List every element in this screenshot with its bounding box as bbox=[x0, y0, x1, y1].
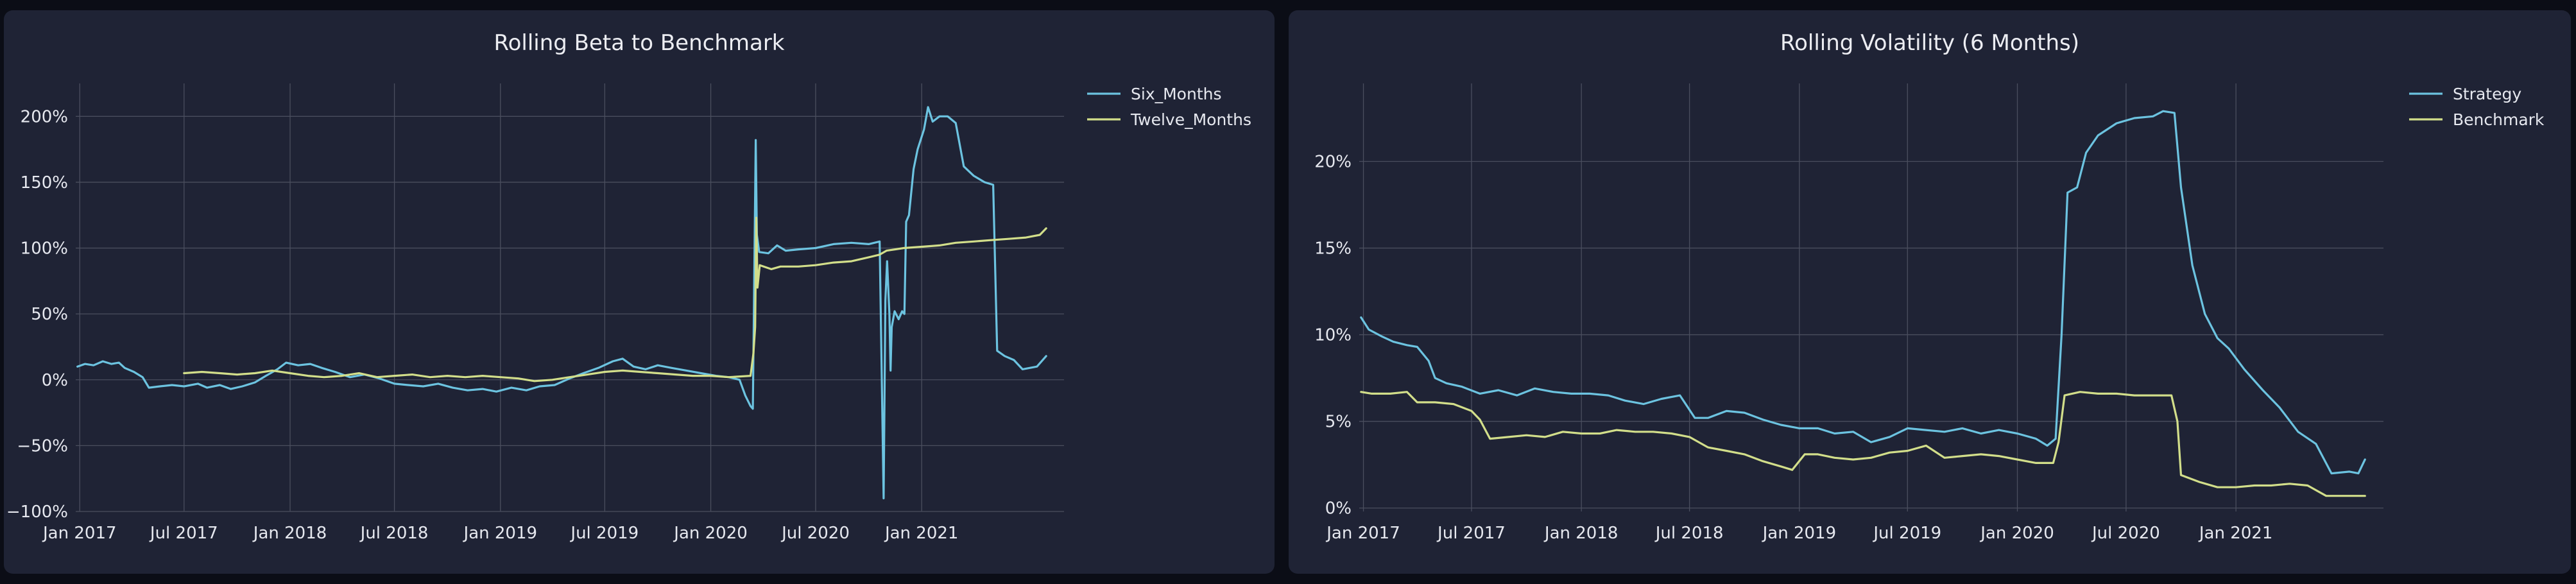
x-tick-label: Jan 2019 bbox=[463, 524, 538, 543]
y-tick-label: 10% bbox=[1314, 326, 1352, 345]
rolling-volatility-chart: Rolling Volatility (6 Months) Jan 2017 Ju… bbox=[1314, 30, 2545, 543]
y-tick-label: 15% bbox=[1314, 239, 1352, 259]
legend: Six_Months Twelve_Months bbox=[1087, 85, 1251, 129]
y-tick-label: −50% bbox=[17, 436, 68, 456]
x-tick-label: Jan 2018 bbox=[252, 524, 327, 543]
chart-title: Rolling Volatility (6 Months) bbox=[1780, 30, 2079, 56]
y-tick-label: 150% bbox=[21, 173, 68, 193]
chart-title: Rolling Beta to Benchmark bbox=[494, 30, 785, 56]
legend: Strategy Benchmark bbox=[2409, 85, 2545, 129]
x-tick-label: Jul 2018 bbox=[359, 524, 429, 543]
y-tick-label: 20% bbox=[1314, 153, 1352, 172]
y-tick-label: 0% bbox=[42, 371, 68, 390]
y-tick-label: 100% bbox=[21, 239, 68, 259]
series-line-twelve-months bbox=[183, 216, 1047, 382]
legend-label: Benchmark bbox=[2453, 110, 2545, 129]
x-tick-label: Jan 2021 bbox=[884, 524, 959, 543]
x-tick-label: Jan 2020 bbox=[1979, 524, 2054, 543]
x-tick-label: Jul 2020 bbox=[2091, 524, 2160, 543]
series-line-six-months bbox=[76, 106, 1047, 500]
series-line-benchmark bbox=[1360, 391, 2366, 497]
x-tick-label: Jan 2020 bbox=[673, 524, 748, 543]
legend-label: Six_Months bbox=[1131, 85, 1222, 103]
legend-label: Strategy bbox=[2453, 85, 2521, 103]
x-tick-label: Jul 2018 bbox=[1654, 524, 1724, 543]
rolling-volatility-panel: Rolling Volatility (6 Months) Jan 2017 Ju… bbox=[1289, 10, 2571, 574]
y-tick-label: 0% bbox=[1325, 499, 1352, 519]
y-tick-label: 200% bbox=[21, 107, 68, 126]
grid bbox=[76, 83, 1064, 512]
x-tick-label: Jul 2017 bbox=[149, 524, 218, 543]
y-tick-label: 5% bbox=[1325, 413, 1352, 432]
x-tick-label: Jul 2019 bbox=[569, 524, 639, 543]
x-tick-label: Jan 2021 bbox=[2198, 524, 2273, 543]
x-tick-label: Jan 2017 bbox=[42, 524, 117, 543]
x-tick-label: Jul 2019 bbox=[1872, 524, 1941, 543]
grid bbox=[1359, 83, 2383, 511]
y-tick-label: −100% bbox=[6, 502, 68, 522]
x-tick-label: Jan 2019 bbox=[1762, 524, 1837, 543]
rolling-beta-chart: Rolling Beta to Benchmark Jan 2017 Jul 20… bbox=[6, 30, 1251, 543]
x-tick-label: Jan 2017 bbox=[1325, 524, 1400, 543]
rolling-beta-panel: Rolling Beta to Benchmark Jan 2017 Jul 20… bbox=[4, 10, 1275, 574]
x-tick-label: Jul 2017 bbox=[1436, 524, 1506, 543]
y-tick-label: 50% bbox=[31, 305, 68, 324]
legend-label: Twelve_Months bbox=[1130, 110, 1251, 129]
x-tick-label: Jan 2018 bbox=[1543, 524, 1619, 543]
x-tick-label: Jul 2020 bbox=[780, 524, 850, 543]
series-line-strategy bbox=[1360, 110, 2366, 475]
